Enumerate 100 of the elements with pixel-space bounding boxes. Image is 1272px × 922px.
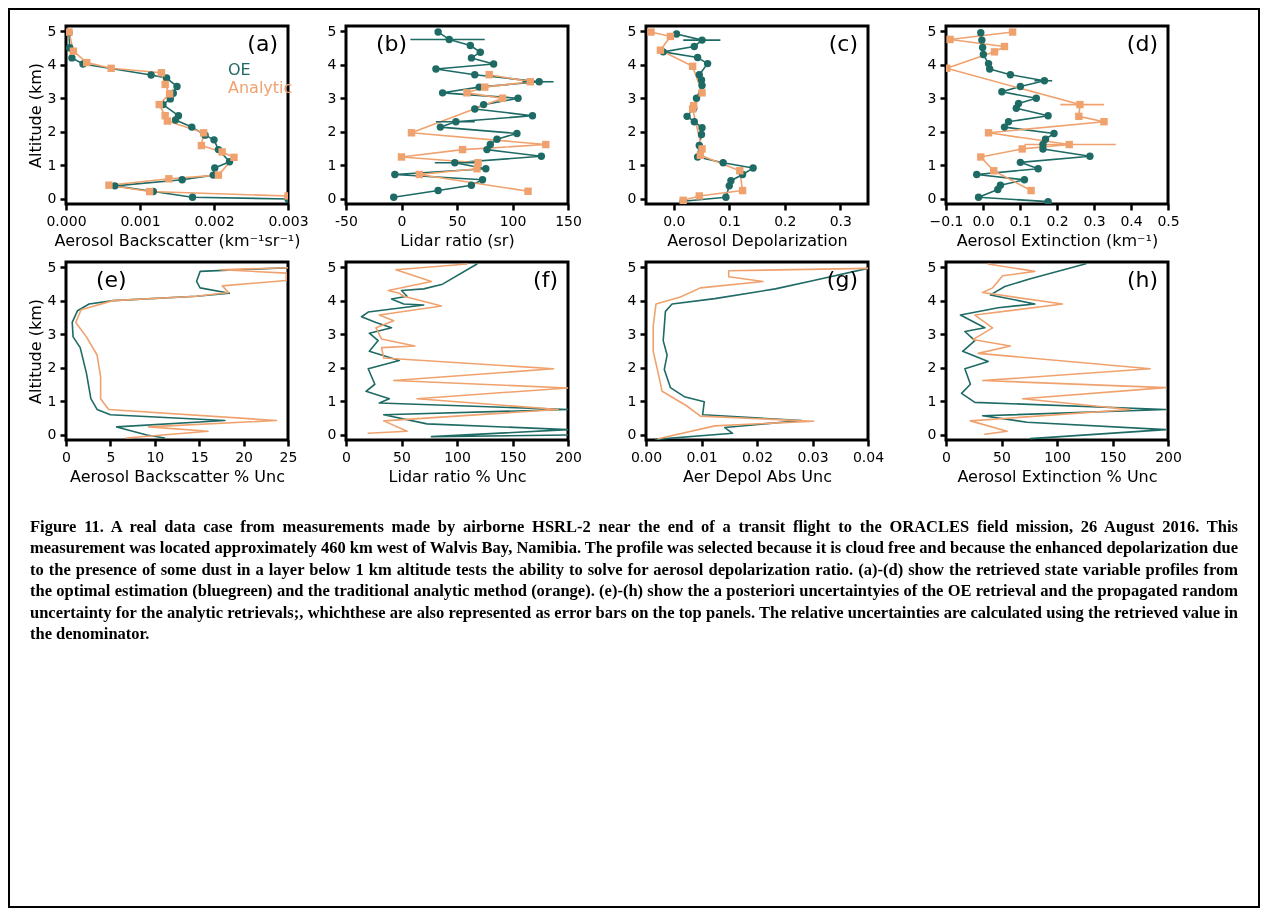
x-axis-title: Aer Depol Abs Unc bbox=[683, 466, 832, 486]
y-tick-label: 0 bbox=[327, 426, 337, 443]
y-tick-label: 4 bbox=[927, 56, 937, 73]
x-tick-label: 200 bbox=[555, 448, 582, 465]
y-tick-label: 1 bbox=[627, 156, 637, 173]
x-tick-label: 0 bbox=[397, 212, 407, 229]
x-tick-label: 0.4 bbox=[1120, 212, 1143, 229]
y-tick-label: 4 bbox=[927, 292, 937, 309]
x-tick-label: 100 bbox=[499, 212, 527, 229]
annotation: (e) bbox=[96, 267, 127, 292]
y-tick-label: 3 bbox=[47, 89, 57, 106]
x-tick-label: 150 bbox=[1099, 448, 1127, 465]
x-tick-label: 10 bbox=[146, 448, 165, 465]
y-tick-label: 4 bbox=[47, 292, 57, 309]
y-tick-label: 5 bbox=[927, 258, 937, 275]
y-tick-label: 3 bbox=[627, 325, 637, 342]
x-tick-label: 0.3 bbox=[1083, 212, 1106, 229]
x-axis-title: Aerosol Extinction % Unc bbox=[957, 466, 1158, 486]
y-tick-label: 2 bbox=[327, 359, 337, 376]
x-tick-label: -50 bbox=[335, 212, 358, 229]
annotation: (b) bbox=[376, 31, 408, 56]
y-tick-label: 3 bbox=[927, 325, 937, 342]
x-tick-label: 15 bbox=[190, 448, 209, 465]
x-tick-label: 0.001 bbox=[120, 212, 161, 229]
y-tick-label: 4 bbox=[627, 56, 637, 73]
x-tick-label: 0 bbox=[62, 448, 71, 465]
x-axis-title: Aerosol Backscatter (km⁻¹sr⁻¹) bbox=[54, 230, 301, 250]
y-tick-label: 3 bbox=[327, 89, 337, 106]
y-tick-label: 5 bbox=[627, 258, 637, 275]
y-tick-label: 0 bbox=[327, 190, 337, 207]
y-tick-label: 4 bbox=[327, 292, 337, 309]
x-tick-label: 0.5 bbox=[1157, 212, 1180, 229]
x-tick-label: 0.0 bbox=[972, 212, 995, 229]
y-tick-label: 5 bbox=[927, 22, 937, 39]
annotation: (a) bbox=[247, 31, 278, 56]
y-tick-label: 0 bbox=[927, 190, 937, 207]
x-tick-label: 50 bbox=[393, 448, 411, 465]
y-tick-label: 4 bbox=[47, 56, 57, 73]
annotation: (f) bbox=[533, 267, 558, 292]
y-tick-label: 0 bbox=[627, 426, 637, 443]
x-tick-label: 0.02 bbox=[741, 448, 774, 465]
x-axis-title: Aerosol Backscatter % Unc bbox=[70, 466, 285, 486]
y-tick-label: 4 bbox=[627, 292, 637, 309]
annotation: (d) bbox=[1126, 31, 1158, 56]
x-tick-label: 150 bbox=[499, 448, 527, 465]
x-tick-label: 0.00 bbox=[630, 448, 663, 465]
x-tick-label: 150 bbox=[555, 212, 582, 229]
x-tick-label: 0.03 bbox=[797, 448, 829, 465]
y-tick-label: 2 bbox=[627, 123, 637, 140]
x-tick-label: 0.003 bbox=[268, 212, 309, 229]
y-tick-label: 1 bbox=[927, 156, 937, 173]
x-tick-label: 0.1 bbox=[718, 212, 741, 229]
y-tick-label: 2 bbox=[47, 123, 57, 140]
y-tick-label: 1 bbox=[327, 392, 337, 409]
annotation: (c) bbox=[828, 31, 858, 56]
x-tick-label: 20 bbox=[235, 448, 254, 465]
y-tick-label: 2 bbox=[927, 123, 937, 140]
x-tick-label: 0.1 bbox=[1009, 212, 1032, 229]
y-tick-label: 1 bbox=[47, 392, 57, 409]
x-tick-label: 100 bbox=[444, 448, 471, 465]
text: OE bbox=[228, 59, 251, 79]
y-tick-label: 2 bbox=[927, 359, 937, 376]
x-axis-title: Lidar ratio (sr) bbox=[400, 230, 515, 250]
y-tick-label: 0 bbox=[47, 190, 57, 207]
y-tick-label: 5 bbox=[627, 22, 637, 39]
y-tick-label: 2 bbox=[47, 359, 57, 376]
y-tick-label: 5 bbox=[327, 22, 337, 39]
x-tick-label: 0 bbox=[342, 448, 351, 465]
x-tick-label: 0.2 bbox=[774, 212, 797, 229]
x-tick-label: 0.2 bbox=[1046, 212, 1069, 229]
x-tick-label: 0.01 bbox=[686, 448, 718, 465]
x-tick-label: −0.1 bbox=[929, 212, 964, 229]
y-tick-label: 3 bbox=[627, 89, 637, 106]
y-tick-label: 2 bbox=[627, 359, 637, 376]
y-tick-label: 5 bbox=[327, 258, 337, 275]
annotation: (g) bbox=[826, 267, 858, 292]
y-tick-label: 4 bbox=[327, 56, 337, 73]
x-tick-label: 50 bbox=[993, 448, 1011, 465]
y-tick-label: 3 bbox=[927, 89, 937, 106]
x-tick-label: 0.002 bbox=[194, 212, 235, 229]
y-tick-label: 2 bbox=[327, 123, 337, 140]
x-tick-label: 100 bbox=[1044, 448, 1071, 465]
x-tick-label: 0.04 bbox=[852, 448, 885, 465]
y-tick-label: 1 bbox=[327, 156, 337, 173]
y-axis-title: Altitude (km) bbox=[25, 299, 45, 404]
y-axis-title: Altitude (km) bbox=[25, 63, 45, 168]
caption: Figure 11. A real data case from measurements made by airborne HSRL-2 near the end of a transit flight to the ORACLES field mission, 26 August 2016. This measurement was located approximately 460 km west of Walvis Bay, Namibia. The profile was selected because it is cloud free and because the enhanced depolarization due to the presence of some dust in a layer below 1 km altitude tests the ability to solve for aerosol depolarization ratio. (a)-(d) show the retrieved state variable profiles from the optimal estimation (bluegreen) and the traditional analytic method (orange). (e)-(h) show the a posteriori uncertaintyies of the OE retrieval and the propagated random uncertainty for the analytic retrievals;, whichthese are also represented as error bars on the top panels. The relative uncertainties are calculated using the retrieved value in the denominator. bbox=[30, 516, 1238, 645]
x-axis-title: Aerosol Depolarization bbox=[667, 230, 848, 250]
x-axis-title: Lidar ratio % Unc bbox=[388, 466, 527, 486]
y-tick-label: 3 bbox=[327, 325, 337, 342]
y-tick-label: 3 bbox=[47, 325, 57, 342]
y-tick-label: 5 bbox=[47, 22, 57, 39]
y-tick-label: 0 bbox=[627, 190, 637, 207]
annotation: (h) bbox=[1126, 267, 1158, 292]
x-tick-label: 0 bbox=[942, 448, 951, 465]
y-tick-label: 0 bbox=[47, 426, 57, 443]
y-tick-label: 5 bbox=[47, 258, 57, 275]
y-tick-label: 1 bbox=[927, 392, 937, 409]
x-axis-title: Aerosol Extinction (km⁻¹) bbox=[956, 230, 1159, 250]
x-tick-label: 0.000 bbox=[46, 212, 87, 229]
